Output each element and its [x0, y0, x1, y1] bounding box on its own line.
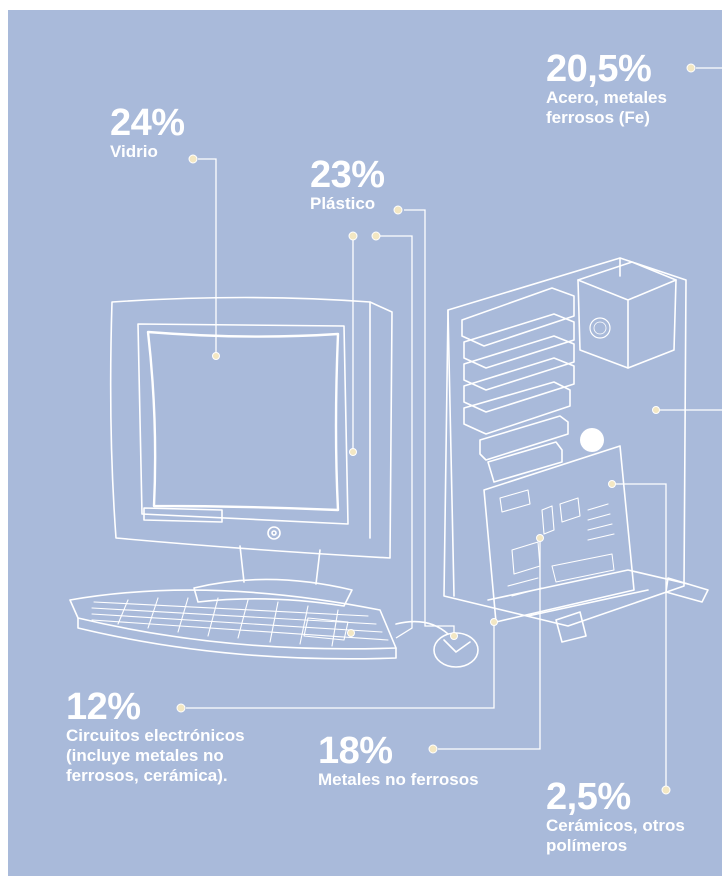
dot-plastic-b [371, 231, 381, 241]
dot-plastic-mouse [450, 632, 458, 640]
dot-steel-target [652, 406, 660, 414]
dot-glass-target [212, 352, 220, 360]
callout-steel: 20,5% Acero, metales ferrosos (Fe) [546, 50, 667, 128]
percent-glass: 24% [110, 102, 185, 144]
percent-nonferrous: 18% [318, 730, 393, 772]
material-label-plastic: Plástico [310, 194, 385, 214]
dot-plastic-label [393, 205, 403, 215]
dot-ceramics-label [661, 785, 671, 795]
callout-glass: 24% Vidrio [110, 104, 185, 162]
percent-plastic: 23% [310, 154, 385, 196]
label-line: ferrosos (Fe) [546, 108, 650, 127]
leader-line-nonferrous [438, 538, 541, 750]
callout-nonferrous: 18% Metales no ferrosos [318, 732, 479, 790]
material-label-glass: Vidrio [110, 142, 185, 162]
mouse-drawing [395, 620, 479, 668]
tower-drawing [443, 257, 709, 643]
leader-line-plastic-keyboard [380, 235, 413, 639]
label-line: Metales no ferrosos [318, 770, 479, 789]
leader-lines [186, 67, 722, 788]
material-label-ceramics: Cerámicos, otros polímeros [546, 816, 685, 856]
dot-nonferrous-target [536, 534, 544, 542]
dot-plastic-a [348, 231, 358, 241]
keyboard-drawing [69, 589, 397, 660]
monitor-drawing [109, 296, 393, 607]
dot-glass-label [188, 154, 198, 164]
label-line: Plástico [310, 194, 376, 213]
callout-circuits: 12% Circuitos electrónicos (incluye meta… [66, 688, 245, 786]
callout-ceramics: 2,5% Cerámicos, otros polímeros [546, 778, 685, 856]
material-label-circuits: Circuitos electrónicos (incluye metales … [66, 726, 245, 786]
label-line: (incluye metales no [66, 746, 224, 765]
material-label-nonferrous: Metales no ferrosos [318, 770, 479, 790]
label-line: Acero, metales [546, 88, 667, 107]
label-line: Vidrio [110, 142, 158, 161]
dot-nonferrous-label [428, 744, 438, 754]
leader-line-ceramics [612, 483, 667, 788]
computer-illustration [69, 63, 722, 795]
leader-line-plastic [404, 209, 455, 636]
dot-ceramics-target [608, 480, 616, 488]
percent-circuits: 12% [66, 686, 141, 728]
infographic-panel: 24% Vidrio 23% Plástico 20,5% Acero, met… [8, 10, 722, 876]
dot-circuits-target [490, 618, 498, 626]
percent-steel: 20,5% [546, 48, 652, 90]
dot-circuits-label [176, 703, 186, 713]
dot-plastic-keyboard [347, 629, 355, 637]
material-label-steel: Acero, metales ferrosos (Fe) [546, 88, 667, 128]
percent-ceramics: 2,5% [546, 776, 631, 818]
dot-plastic-monitor [349, 448, 357, 456]
label-line: Cerámicos, otros [546, 816, 685, 835]
callout-plastic: 23% Plástico [310, 156, 385, 214]
label-line: ferrosos, cerámica). [66, 766, 228, 785]
label-line: polímeros [546, 836, 628, 855]
leader-line-circuits [186, 622, 495, 709]
dot-steel-label [686, 63, 696, 73]
leader-line-steel [656, 67, 722, 411]
callout-dots [176, 63, 696, 795]
leader-line-glass [198, 158, 217, 356]
label-line: Circuitos electrónicos [66, 726, 245, 745]
